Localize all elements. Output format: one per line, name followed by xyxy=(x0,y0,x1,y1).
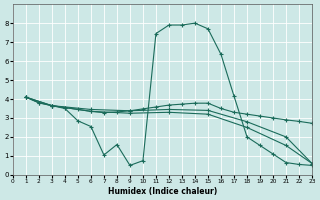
X-axis label: Humidex (Indice chaleur): Humidex (Indice chaleur) xyxy=(108,187,217,196)
